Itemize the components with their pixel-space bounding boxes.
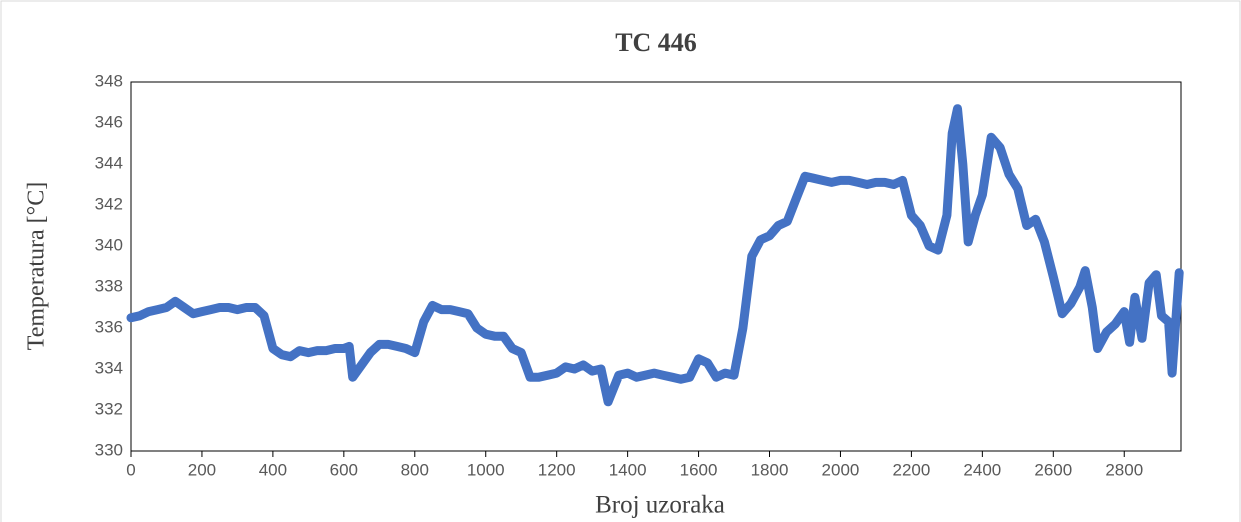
- data-line: [126, 104, 1184, 407]
- x-tick-label: 400: [259, 460, 287, 479]
- x-tick-label: 2200: [892, 460, 930, 479]
- y-tick-label: 342: [95, 194, 123, 213]
- y-tick-label: 346: [95, 112, 123, 131]
- x-tick-label: 1600: [680, 460, 718, 479]
- y-tick-label: 340: [95, 235, 123, 254]
- x-tick-label: 1200: [538, 460, 576, 479]
- y-tick-label: 348: [95, 71, 123, 90]
- x-tick-label: 0: [126, 460, 135, 479]
- x-tick-label: 1000: [467, 460, 505, 479]
- x-tick-label: 600: [330, 460, 358, 479]
- y-axis-label: Temperatura [°C]: [24, 182, 50, 351]
- y-tick-label: 330: [95, 440, 123, 459]
- x-tick-label: 2800: [1105, 460, 1143, 479]
- x-tick-label: 200: [188, 460, 216, 479]
- x-axis-label: Broj uzoraka: [595, 492, 725, 519]
- x-tick-label: 1400: [609, 460, 647, 479]
- x-tick-label: 800: [401, 460, 429, 479]
- x-tick-label: 1800: [751, 460, 789, 479]
- y-tick-label: 338: [95, 276, 123, 295]
- plot-frame: [130, 81, 1182, 452]
- x-tick-label: 2400: [963, 460, 1001, 479]
- y-tick-label: 336: [95, 317, 123, 336]
- y-tick-label: 334: [95, 358, 123, 377]
- x-tick-label: 2600: [1034, 460, 1072, 479]
- y-tick-label: 332: [95, 399, 123, 418]
- x-tick-label: 2000: [822, 460, 860, 479]
- y-tick-label: 344: [95, 153, 123, 172]
- chart-title: TC 446: [615, 28, 697, 57]
